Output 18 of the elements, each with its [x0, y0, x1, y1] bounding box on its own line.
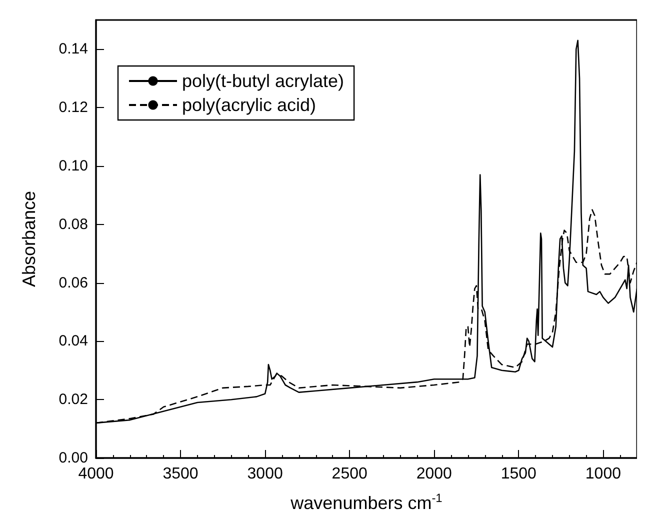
y-tick-label: 0.10	[58, 158, 88, 174]
legend-label: poly(acrylic acid)	[182, 95, 316, 115]
y-tick-label: 0.12	[58, 99, 88, 116]
x-tick-label: 2500	[332, 466, 368, 482]
x-tick-label: 3000	[247, 466, 283, 482]
y-tick-label: 0.00	[58, 450, 88, 466]
y-axis-title: Absorbance	[19, 190, 39, 288]
x-tick-label: 1500	[500, 466, 537, 482]
x-tick-label: 3500	[162, 466, 198, 482]
x-tick-label: 2000	[416, 466, 452, 482]
x-tick-label: 1000	[585, 466, 622, 482]
y-tick-label: 0.14	[58, 40, 88, 58]
y-tick-label: 0.04	[58, 332, 88, 350]
y-tick-label: 0.08	[58, 216, 88, 233]
legend-label: poly(t-butyl acrylate)	[182, 71, 344, 91]
y-tick-label: 0.02	[58, 391, 88, 408]
x-tick-label: 4000	[78, 466, 114, 482]
y-tick-label: 0.06	[58, 274, 88, 292]
